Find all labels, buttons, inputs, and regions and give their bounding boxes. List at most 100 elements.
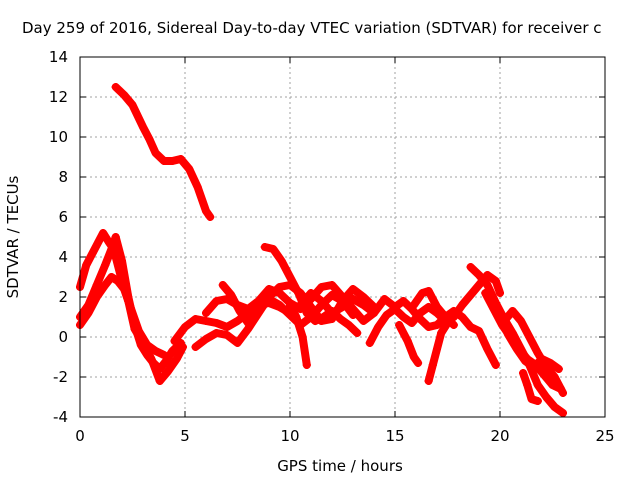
data-point-marker bbox=[328, 307, 336, 315]
data-point-marker bbox=[359, 317, 368, 325]
data-point-marker bbox=[172, 355, 181, 363]
data-point-marker bbox=[533, 397, 542, 405]
data-point-marker bbox=[92, 281, 101, 289]
data-point-marker bbox=[235, 307, 244, 315]
data-point-marker bbox=[365, 339, 374, 347]
data-point-marker bbox=[227, 291, 236, 299]
data-point-marker bbox=[193, 183, 202, 191]
data-point-marker bbox=[302, 309, 311, 317]
data-point-marker bbox=[481, 289, 490, 297]
data-point-marker bbox=[298, 333, 307, 341]
data-point-marker bbox=[254, 307, 263, 315]
data-point-marker bbox=[424, 303, 433, 311]
data-point-marker bbox=[202, 207, 210, 215]
data-point-marker bbox=[101, 281, 110, 289]
data-point-marker bbox=[212, 319, 221, 327]
data-series bbox=[76, 83, 567, 417]
data-point-marker bbox=[483, 281, 492, 289]
data-point-marker bbox=[149, 359, 158, 367]
data-point-marker bbox=[143, 341, 152, 349]
data-point-marker bbox=[433, 345, 441, 353]
data-point-marker bbox=[176, 339, 185, 347]
y-tick-label: 2 bbox=[58, 288, 68, 306]
data-point-marker bbox=[155, 377, 164, 385]
data-point-marker bbox=[212, 329, 221, 337]
series-line-arc-14 bbox=[411, 289, 456, 327]
data-point-marker bbox=[134, 327, 143, 335]
data-point-marker bbox=[265, 285, 273, 293]
data-point-marker bbox=[111, 83, 120, 91]
data-point-marker bbox=[483, 271, 492, 279]
data-point-marker bbox=[489, 305, 498, 313]
data-point-marker bbox=[338, 297, 347, 305]
x-tick-label: 10 bbox=[280, 427, 299, 445]
data-point-marker bbox=[399, 313, 408, 321]
data-point-marker bbox=[265, 295, 273, 303]
data-point-marker bbox=[244, 319, 252, 327]
data-point-marker bbox=[525, 333, 534, 341]
data-point-marker bbox=[449, 321, 458, 329]
data-point-marker bbox=[418, 289, 427, 297]
data-point-marker bbox=[370, 309, 378, 317]
data-point-marker bbox=[382, 311, 391, 319]
data-point-marker bbox=[533, 349, 542, 357]
data-point-marker bbox=[191, 343, 200, 351]
y-tick-label: 14 bbox=[49, 48, 68, 66]
data-point-marker bbox=[294, 289, 303, 297]
y-tick-label: 0 bbox=[58, 328, 68, 346]
data-point-marker bbox=[101, 261, 110, 269]
data-point-marker bbox=[92, 293, 101, 301]
data-point-marker bbox=[349, 285, 357, 293]
data-point-marker bbox=[475, 327, 483, 335]
data-point-marker bbox=[84, 309, 93, 317]
data-point-marker bbox=[275, 301, 284, 309]
data-point-marker bbox=[202, 335, 210, 343]
data-point-marker bbox=[437, 329, 446, 337]
data-point-marker bbox=[244, 305, 252, 313]
data-point-marker bbox=[380, 295, 389, 303]
data-point-marker bbox=[550, 373, 559, 381]
series-line-arc-8 bbox=[220, 283, 355, 327]
data-point-marker bbox=[139, 123, 147, 131]
data-point-marker bbox=[319, 313, 328, 321]
data-point-marker bbox=[181, 323, 189, 331]
data-point-marker bbox=[113, 277, 122, 285]
data-point-marker bbox=[317, 283, 326, 291]
data-point-marker bbox=[403, 337, 412, 345]
data-point-marker bbox=[328, 291, 336, 299]
data-point-marker bbox=[269, 245, 278, 253]
data-point-marker bbox=[550, 403, 559, 411]
y-tick-label: 4 bbox=[58, 248, 68, 266]
data-point-marker bbox=[223, 331, 231, 339]
data-point-marker bbox=[223, 323, 231, 331]
data-point-marker bbox=[504, 331, 513, 339]
data-point-marker bbox=[374, 323, 383, 331]
data-point-marker bbox=[164, 367, 173, 375]
data-point-marker bbox=[466, 263, 475, 271]
data-point-marker bbox=[424, 287, 433, 295]
data-point-marker bbox=[540, 371, 549, 379]
data-point-marker bbox=[529, 363, 538, 371]
data-point-marker bbox=[424, 323, 433, 331]
series-line-arc-13 bbox=[397, 323, 421, 365]
x-tick-label: 20 bbox=[490, 427, 509, 445]
data-point-marker bbox=[218, 281, 227, 289]
data-point-marker bbox=[399, 297, 408, 305]
axis-ticks: 0 5 10 15 20 25 -4 -2 0 2 4 6 8 10 12 14 bbox=[49, 48, 615, 445]
data-point-marker bbox=[111, 233, 120, 241]
data-point-marker bbox=[433, 303, 441, 311]
x-tick-label: 15 bbox=[385, 427, 404, 445]
data-point-marker bbox=[126, 303, 135, 311]
data-point-marker bbox=[491, 361, 500, 369]
data-point-marker bbox=[407, 319, 416, 327]
data-point-marker bbox=[500, 317, 509, 325]
data-point-marker bbox=[277, 257, 286, 265]
data-point-marker bbox=[533, 381, 542, 389]
data-point-marker bbox=[145, 135, 154, 143]
data-point-marker bbox=[206, 213, 215, 221]
data-point-marker bbox=[191, 315, 200, 323]
data-point-marker bbox=[542, 393, 551, 401]
data-point-marker bbox=[433, 321, 441, 329]
data-point-marker bbox=[94, 237, 103, 245]
data-point-marker bbox=[151, 149, 160, 157]
